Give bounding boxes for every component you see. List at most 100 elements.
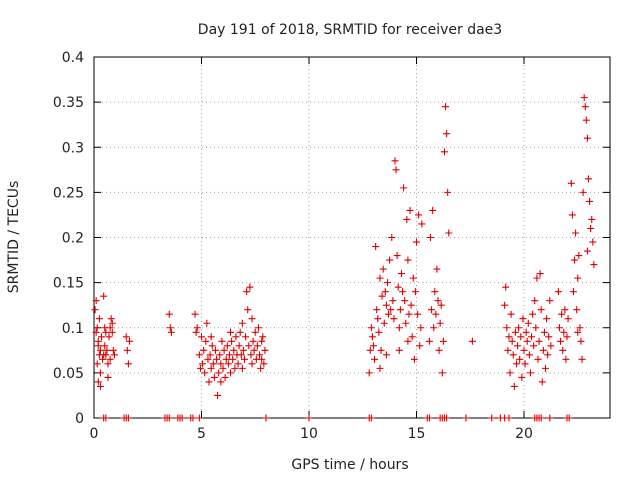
data-point	[221, 373, 229, 381]
data-point	[199, 360, 207, 368]
data-point	[563, 333, 571, 341]
data-point	[100, 351, 108, 359]
data-point	[576, 324, 584, 332]
data-point	[501, 301, 509, 309]
data-point	[224, 360, 232, 368]
data-point	[389, 297, 397, 305]
data-point	[107, 315, 115, 323]
data-point	[440, 148, 448, 156]
data-point	[218, 337, 226, 345]
data-point	[123, 346, 131, 354]
y-tick-label: 0.4	[62, 50, 84, 66]
data-point	[402, 319, 410, 327]
data-point	[220, 346, 228, 354]
y-tick-label: 0.35	[53, 95, 84, 111]
data-point	[377, 346, 385, 354]
data-point	[104, 373, 112, 381]
data-point	[571, 256, 579, 264]
data-point	[237, 351, 245, 359]
data-point	[110, 351, 118, 359]
data-point	[379, 265, 387, 273]
data-point	[248, 360, 256, 368]
data-point	[579, 188, 587, 196]
data-point	[507, 310, 515, 318]
data-point	[537, 414, 545, 422]
data-point	[396, 306, 404, 314]
data-point	[213, 355, 221, 363]
data-point	[404, 337, 412, 345]
data-point	[383, 279, 391, 287]
data-point	[193, 324, 201, 332]
data-point	[575, 252, 583, 260]
data-point	[432, 310, 440, 318]
data-point	[242, 333, 250, 341]
data-point	[587, 224, 595, 232]
data-point	[217, 360, 225, 368]
data-point	[410, 355, 418, 363]
data-point	[189, 414, 197, 422]
data-point	[535, 337, 543, 345]
data-point	[387, 306, 395, 314]
data-point	[198, 333, 205, 341]
data-point	[514, 342, 522, 350]
data-point	[106, 324, 114, 332]
data-point	[546, 297, 554, 305]
data-point	[415, 211, 423, 219]
data-point	[395, 346, 403, 354]
x-tick-label: 15	[408, 426, 426, 442]
data-point	[504, 346, 512, 354]
y-axis-label: SRMTID / TECUs	[6, 181, 22, 294]
data-point	[195, 351, 203, 359]
data-point	[108, 328, 116, 336]
data-point	[510, 382, 518, 390]
data-point	[239, 346, 247, 354]
data-point	[93, 324, 101, 332]
data-point	[544, 351, 552, 359]
data-point	[468, 337, 476, 345]
data-point	[386, 256, 394, 264]
data-point	[521, 360, 529, 368]
data-point	[568, 211, 576, 219]
data-point	[403, 215, 411, 223]
data-point	[558, 310, 566, 318]
data-point	[511, 328, 519, 336]
data-point	[244, 306, 252, 314]
data-point	[206, 351, 214, 359]
data-point	[382, 351, 390, 359]
data-point	[367, 324, 375, 332]
data-point	[262, 414, 270, 422]
data-point	[94, 337, 102, 345]
data-point	[166, 324, 174, 332]
data-point	[442, 103, 450, 111]
data-point	[375, 328, 383, 336]
data-point	[546, 414, 554, 422]
data-point	[436, 319, 444, 327]
data-point	[522, 328, 530, 336]
data-point	[538, 378, 546, 386]
data-point	[243, 288, 251, 296]
data-point	[241, 355, 248, 363]
data-point	[382, 301, 390, 309]
data-point	[209, 360, 217, 368]
data-point	[585, 175, 592, 183]
data-point	[122, 333, 130, 341]
data-point	[445, 229, 453, 237]
y-tick-label: 0.1	[62, 321, 84, 337]
y-tick-label: 0.05	[53, 366, 84, 382]
data-point	[439, 337, 447, 345]
data-point	[261, 346, 269, 354]
data-point	[165, 310, 173, 318]
y-tick-label: 0.25	[53, 185, 84, 201]
data-point	[211, 346, 219, 354]
data-point	[391, 157, 399, 165]
data-point	[234, 360, 242, 368]
data-point	[200, 346, 208, 354]
data-point	[578, 355, 586, 363]
data-point	[583, 247, 591, 255]
axis-ticks: 0 5 10 15 20 0 0.05 0.1 0.15 0.2 0.25 0.3 0.35 0.4	[53, 50, 610, 442]
data-point	[371, 355, 379, 363]
data-point	[557, 337, 565, 345]
data-point	[368, 333, 376, 341]
data-point	[102, 328, 110, 336]
